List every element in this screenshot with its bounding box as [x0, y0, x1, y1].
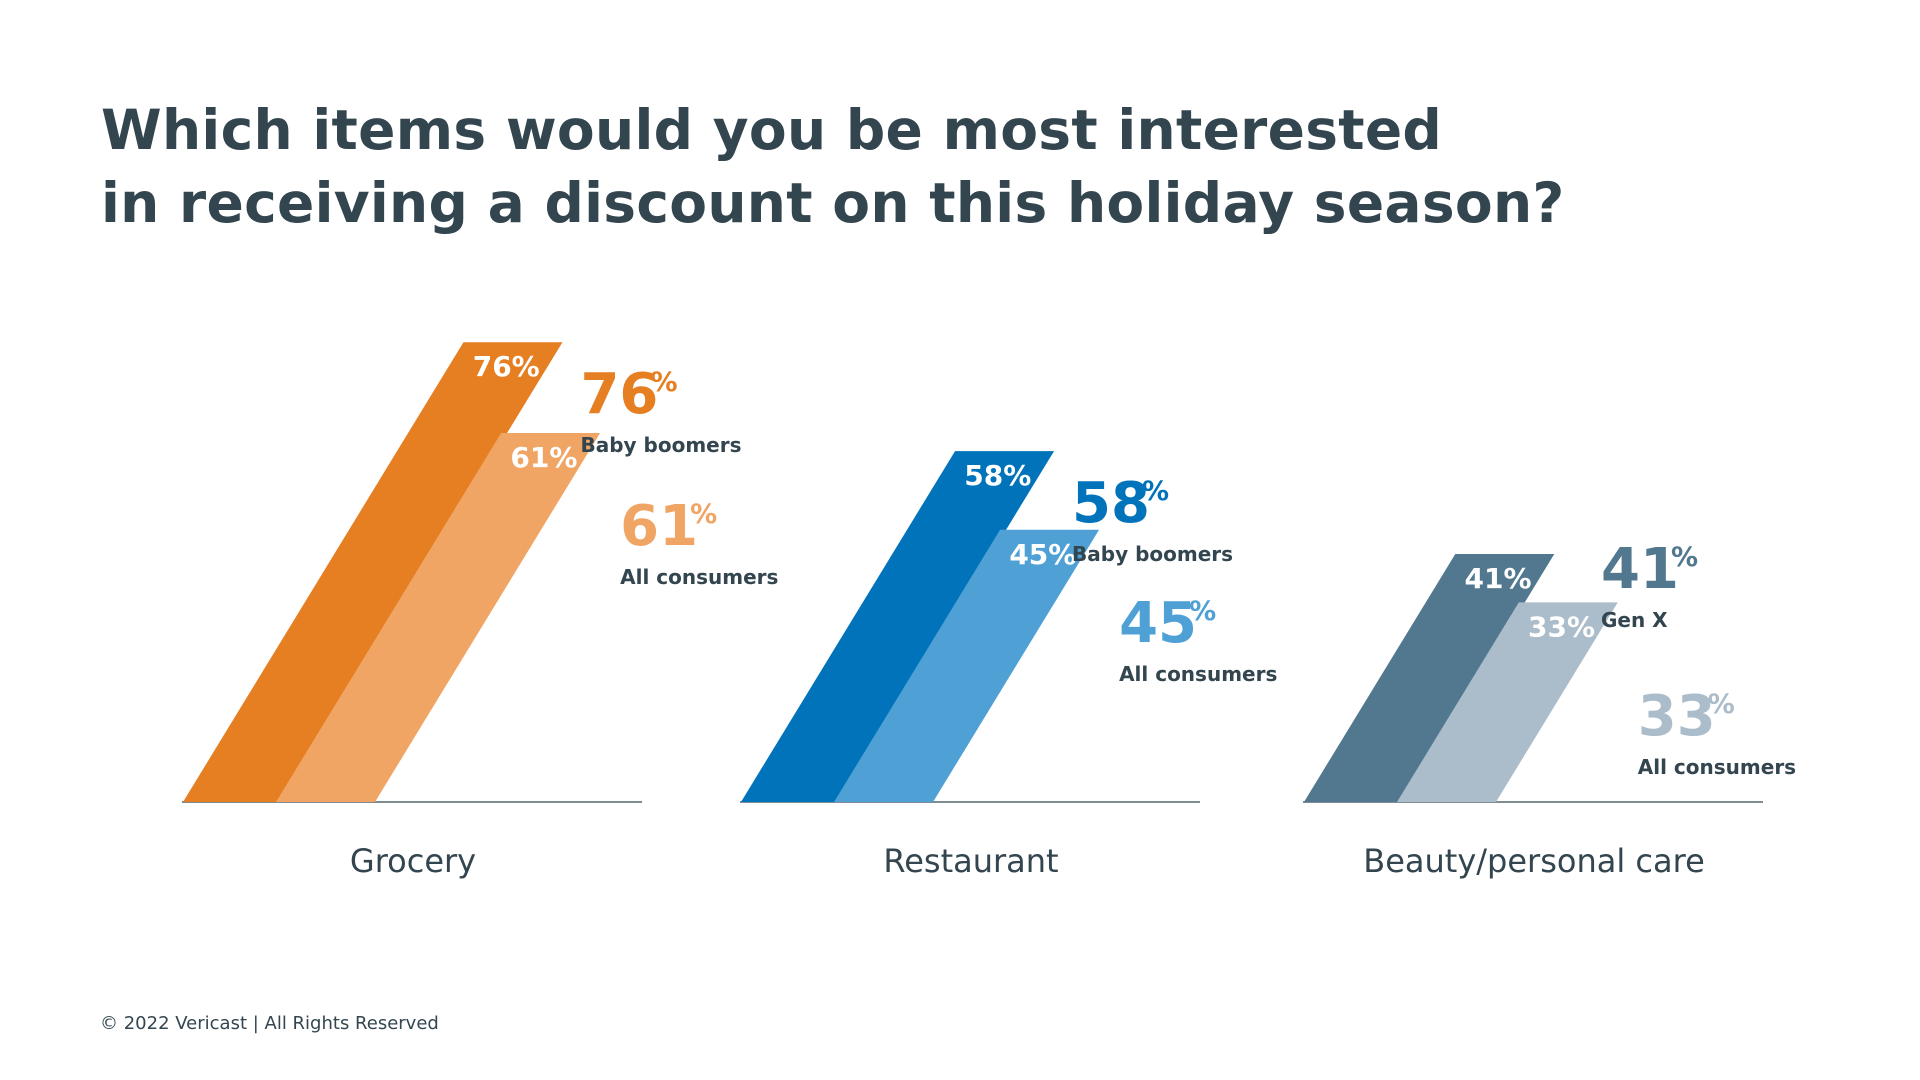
chart-title: Which items would you be most interested… [101, 94, 1565, 240]
beauty-personal-care-callout-secondary-series-name: All consumers [1638, 755, 1796, 779]
grocery-callout-secondary-series-name: All consumers [620, 565, 778, 589]
grocery-bar-secondary [276, 432, 601, 802]
beauty-personal-care-callout-primary-series-name: Gen X [1601, 608, 1668, 632]
restaurant-callout-secondary-series-name: All consumers [1119, 662, 1277, 686]
restaurant-bar-primary [741, 451, 1055, 802]
grocery-callout-secondary-value: 61 [620, 494, 698, 559]
grocery-bar-primary-value-label: 76% [473, 350, 540, 383]
grocery-callout-secondary-percent-sign: % [690, 499, 717, 530]
beauty-personal-care-callout-primary-value: 41 [1601, 537, 1679, 602]
restaurant-callout-primary-percent-sign: % [1142, 476, 1169, 507]
chart-title-line-2: in receiving a discount on this holiday … [101, 171, 1565, 235]
beauty-personal-care-bar-secondary [1397, 602, 1618, 802]
beauty-personal-care-category-label: Beauty/personal care [1363, 842, 1705, 880]
restaurant-category-label: Restaurant [883, 842, 1058, 880]
grocery-callout-primary-series-name: Baby boomers [580, 433, 741, 457]
restaurant-callout-secondary-percent-sign: % [1189, 596, 1216, 627]
beauty-personal-care-callout-secondary-percent-sign: % [1708, 689, 1735, 720]
beauty-personal-care-callout-secondary-value: 33 [1638, 684, 1716, 749]
beauty-personal-care-bar-secondary-value-label: 33% [1528, 610, 1595, 643]
grocery-category-label: Grocery [350, 842, 476, 880]
restaurant-callout-primary-series-name: Baby boomers [1072, 542, 1233, 566]
grocery-callout-primary-value: 76 [580, 362, 658, 427]
beauty-personal-care-bar-primary-value-label: 41% [1465, 562, 1532, 595]
beauty-personal-care-bar-primary [1304, 553, 1555, 802]
copyright-footer: © 2022 Vericast | All Rights Reserved [100, 1013, 439, 1034]
restaurant-callout-primary-value: 58 [1072, 471, 1150, 536]
chart-title-line-1: Which items would you be most interested [101, 98, 1443, 162]
restaurant-bar-secondary [834, 529, 1100, 802]
beauty-personal-care-callout-primary-percent-sign: % [1671, 542, 1698, 573]
restaurant-callout-secondary-value: 45 [1119, 591, 1197, 656]
grocery-bar-secondary-value-label: 61% [510, 441, 577, 474]
grocery-callout-primary-percent-sign: % [650, 367, 677, 398]
restaurant-bar-secondary-value-label: 45% [1009, 538, 1076, 571]
grocery-bar-primary [183, 342, 563, 802]
restaurant-bar-primary-value-label: 58% [964, 459, 1031, 492]
